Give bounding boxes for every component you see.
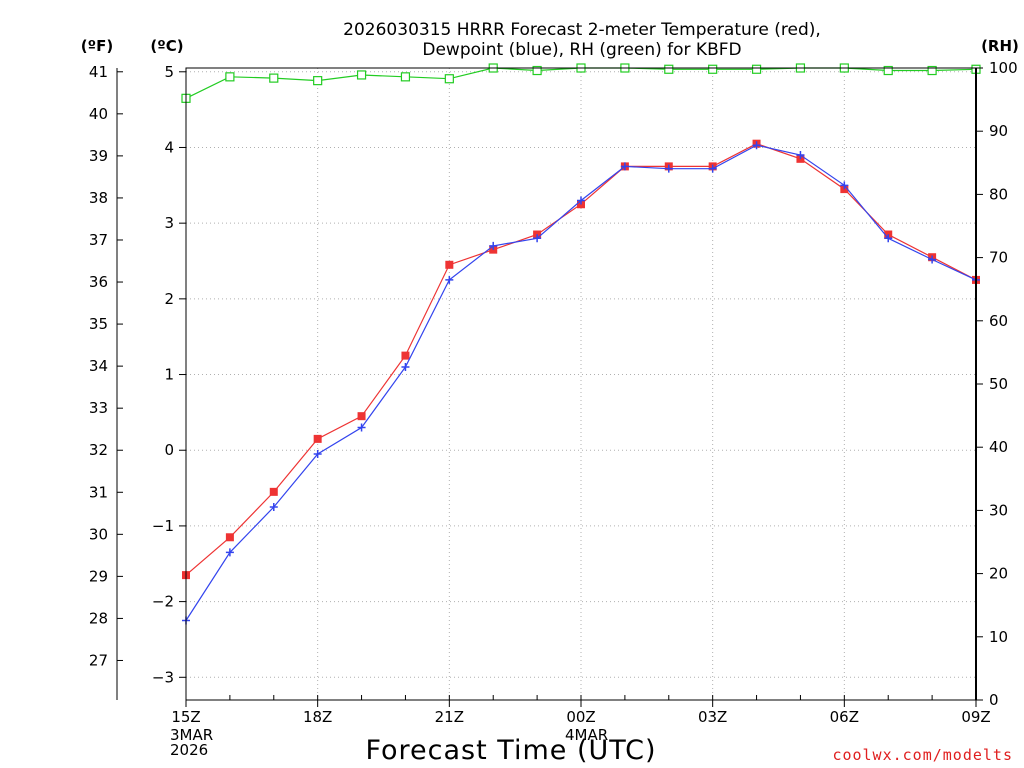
dewpoint-point xyxy=(752,141,761,150)
celsius-tick-label: 0 xyxy=(164,441,174,459)
rh-tick-label: 60 xyxy=(989,312,1008,330)
rh-tick-label: 90 xyxy=(989,122,1008,140)
x-tick-label: 00Z xyxy=(566,708,595,726)
dewpoint-point xyxy=(401,362,410,371)
dewpoint-point xyxy=(664,164,673,173)
chart-title-line-2: Dewpoint (blue), RH (green) for KBFD xyxy=(422,40,741,60)
rh-point xyxy=(313,76,323,86)
x-tick-label: 03Z xyxy=(698,708,727,726)
dewpoint-point xyxy=(796,151,805,160)
credit-text: coolwx.com/modelts xyxy=(832,746,1013,764)
rh-point xyxy=(883,65,893,76)
rh-point xyxy=(751,64,762,74)
fahrenheit-tick-label: 30 xyxy=(89,525,108,543)
x-axis-title: Forecast Time (UTC) xyxy=(365,735,656,766)
rh-tick-label: 20 xyxy=(989,565,1008,583)
rh-point xyxy=(400,72,411,82)
x-tick-label: 21Z xyxy=(435,708,464,726)
dewpoint-point xyxy=(577,196,585,205)
dewpoint-point xyxy=(269,502,278,511)
fahrenheit-tick-label: 32 xyxy=(89,441,108,459)
rh-point xyxy=(225,72,235,82)
fahrenheit-tick-label: 41 xyxy=(89,63,108,81)
celsius-tick-label: 5 xyxy=(164,63,174,81)
fahrenheit-tick-label: 27 xyxy=(89,651,108,669)
celsius-tick-label: 1 xyxy=(164,366,174,384)
rh-tick-label: 0 xyxy=(989,691,999,709)
grid-lines xyxy=(185,68,977,700)
dewpoint-point xyxy=(928,255,937,264)
fahrenheit-tick-label: 31 xyxy=(89,483,108,501)
rh-tick-label: 80 xyxy=(989,185,1008,203)
rh-tick-label: 100 xyxy=(989,59,1018,77)
rh-point xyxy=(356,70,367,80)
fahrenheit-tick-label: 33 xyxy=(89,399,108,417)
fahrenheit-tick-label: 35 xyxy=(89,315,108,333)
dewpoint-point xyxy=(620,162,629,171)
celsius-unit-label: (ºC) xyxy=(150,37,183,55)
dewpoint-point xyxy=(225,548,234,557)
x-tick-sublabel: 2026 xyxy=(170,741,208,759)
x-tick-label: 18Z xyxy=(303,708,332,726)
temperature-point xyxy=(357,412,366,421)
axes: −3−2−10123452728293031323334353637383940… xyxy=(89,59,1018,759)
dewpoint-point xyxy=(708,164,717,173)
rh-tick-label: 70 xyxy=(989,249,1008,267)
fahrenheit-tick-label: 39 xyxy=(89,147,108,165)
rh-point xyxy=(444,74,454,84)
rh-tick-label: 40 xyxy=(989,438,1008,456)
fahrenheit-tick-label: 36 xyxy=(89,273,108,291)
dewpoint-point xyxy=(533,234,542,243)
fahrenheit-tick-label: 28 xyxy=(89,609,108,627)
temperature-point xyxy=(313,434,322,443)
dewpoint-point xyxy=(884,234,893,243)
temperature-point xyxy=(401,351,410,360)
celsius-tick-label: −1 xyxy=(152,517,174,535)
fahrenheit-tick-label: 34 xyxy=(89,357,108,375)
rh-point xyxy=(269,73,279,83)
celsius-tick-label: 3 xyxy=(164,214,174,232)
rh-point xyxy=(708,64,718,74)
rh-point xyxy=(532,65,542,76)
x-tick-sublabel: 4MAR xyxy=(565,726,608,744)
fahrenheit-unit-label: (ºF) xyxy=(81,37,113,55)
rh-point xyxy=(664,64,674,74)
rh-point xyxy=(927,65,937,76)
fahrenheit-tick-label: 40 xyxy=(89,105,108,123)
x-tick-label: 06Z xyxy=(830,708,859,726)
x-tick-sublabel: 3MAR xyxy=(170,726,213,744)
fahrenheit-tick-label: 37 xyxy=(89,231,108,249)
dewpoint-point xyxy=(313,450,322,459)
x-tick-label: 15Z xyxy=(171,708,200,726)
dewpoint-point xyxy=(445,275,454,284)
temperature-point xyxy=(445,260,454,269)
dewpoint-point xyxy=(357,423,366,432)
dewpoint-point xyxy=(489,241,498,250)
x-tick-label: 09Z xyxy=(961,708,990,726)
rh-tick-label: 30 xyxy=(989,501,1008,519)
temperature-point xyxy=(225,533,234,542)
celsius-tick-label: −2 xyxy=(152,593,174,611)
temperature-point xyxy=(269,487,278,496)
chart-title-line-1: 2026030315 HRRR Forecast 2-meter Tempera… xyxy=(343,20,821,40)
rh-tick-label: 50 xyxy=(989,375,1008,393)
celsius-tick-label: −3 xyxy=(152,668,174,686)
series-temperature xyxy=(182,139,980,580)
fahrenheit-tick-label: 38 xyxy=(89,189,108,207)
celsius-tick-label: 4 xyxy=(164,138,174,156)
rh-unit-label: (RH) xyxy=(981,37,1019,55)
fahrenheit-tick-label: 29 xyxy=(89,567,108,585)
celsius-tick-label: 2 xyxy=(164,290,174,308)
dewpoint-point xyxy=(840,181,849,190)
rh-tick-label: 10 xyxy=(989,628,1008,646)
